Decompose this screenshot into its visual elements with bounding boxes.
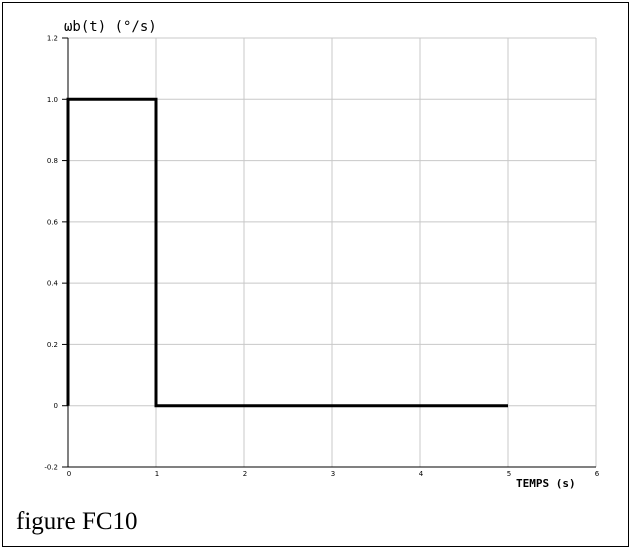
- y-tick-label: 1.0: [47, 96, 58, 104]
- series-line: [66, 97, 508, 408]
- y-tick-label: 0.8: [47, 157, 58, 165]
- y-tick-label: 0.4: [47, 280, 59, 288]
- y-tick-label: -0.2: [44, 464, 58, 472]
- x-tick-label: 4: [419, 470, 424, 478]
- series: [66, 97, 508, 408]
- y-tick-label: 0.6: [47, 218, 59, 226]
- axes: [62, 37, 596, 468]
- x-tick-label: 3: [331, 470, 335, 478]
- grid: [67, 37, 597, 468]
- x-tick-label: 6: [595, 470, 600, 478]
- tick-labels: 0 1 2 3 4 5 6 1.2 1.0 0.8 0.6 0.4 0.2 0 -0.2: [44, 35, 599, 479]
- x-tick-label: 1: [155, 470, 159, 478]
- y-tick-label: 1.2: [47, 35, 58, 43]
- x-tick-label: 2: [243, 470, 247, 478]
- y-tick-label: 0.2: [47, 341, 58, 349]
- x-axis-title: TEMPS (s): [516, 477, 576, 490]
- figure-frame: [2, 2, 629, 547]
- x-tick-label: 5: [507, 470, 511, 478]
- figure-caption: figure FC10: [16, 508, 138, 535]
- y-tick-label: 0: [54, 402, 58, 410]
- y-axis-title: ωb(t) (°/s): [64, 19, 157, 35]
- x-tick-label: 0: [67, 470, 71, 478]
